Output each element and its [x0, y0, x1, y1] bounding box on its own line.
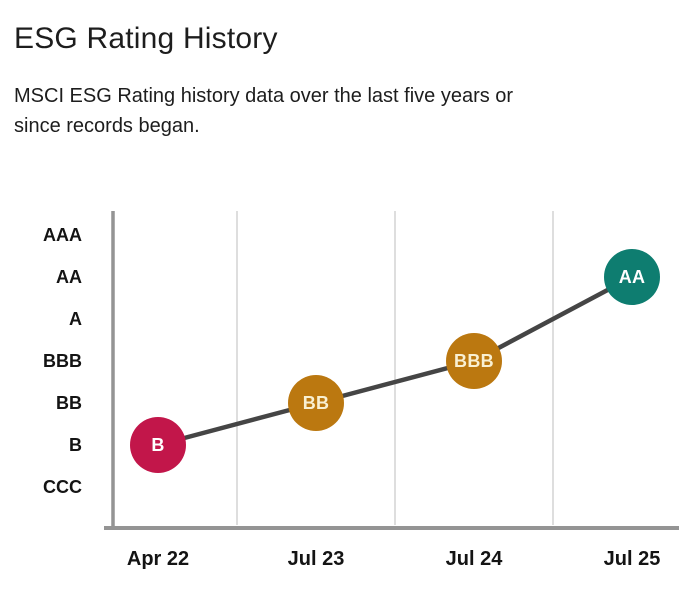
data-point-label-bbb: BBB	[454, 351, 494, 371]
x-tick-label-jul-25: Jul 25	[604, 548, 661, 570]
x-tick-label-jul-24: Jul 24	[446, 548, 504, 570]
page-subtitle-line-1: MSCI ESG Rating history data over the la…	[14, 85, 514, 107]
data-point-label-bb: BB	[303, 393, 330, 413]
rating-trend-line	[155, 274, 635, 448]
x-tick-label-apr-22: Apr 22	[127, 548, 189, 570]
x-tick-label-jul-23: Jul 23	[288, 548, 345, 570]
y-tick-label-aaa: AAA	[43, 225, 82, 245]
page-subtitle-line-2: since records began.	[14, 115, 200, 137]
page-subtitle: MSCI ESG Rating history data over the la…	[14, 81, 513, 141]
y-tick-label-bb: BB	[56, 393, 82, 413]
data-point-b	[130, 417, 186, 473]
data-point-label-b: B	[151, 435, 164, 455]
y-tick-label-aa: AA	[56, 267, 82, 287]
data-point-aa	[604, 249, 660, 305]
y-tick-label-ccc: CCC	[43, 477, 82, 497]
page-title: ESG Rating History	[14, 22, 278, 55]
y-tick-label-a: A	[69, 309, 82, 329]
data-point-bb	[288, 375, 344, 431]
y-tick-label-bbb: BBB	[43, 351, 82, 371]
data-point-bbb	[446, 333, 502, 389]
y-tick-label-b: B	[69, 435, 82, 455]
data-point-label-aa: AA	[619, 267, 646, 287]
